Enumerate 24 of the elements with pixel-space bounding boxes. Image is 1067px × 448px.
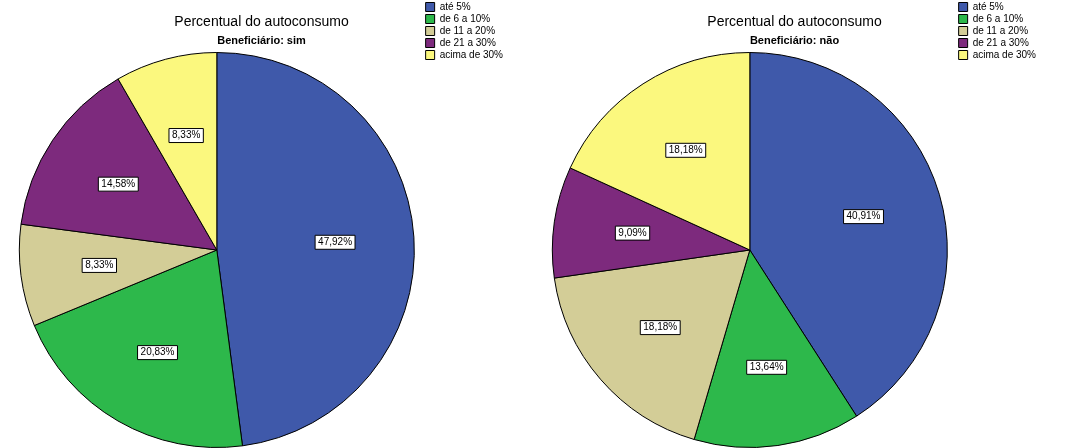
text: Percentual do autoconsumo — [707, 13, 882, 30]
legend-label: acima de 30% — [972, 48, 1037, 60]
data-label: 9,09% — [618, 226, 647, 238]
text: Beneficiário: não — [749, 34, 840, 47]
legend-label: de 11 a 20% — [439, 24, 496, 36]
data-label: 47,92% — [318, 236, 353, 248]
data-label: 20,83% — [140, 346, 175, 358]
legend-label: de 11 a 20% — [972, 24, 1029, 36]
data-label: 8,33% — [171, 129, 201, 141]
legend-label: de 6 a 10% — [972, 12, 1024, 24]
data-label: 8,33% — [85, 259, 114, 271]
text: Percentual do autoconsumo — [174, 13, 349, 30]
legend-label: de 21 a 30% — [439, 36, 496, 48]
data-label: 14,58% — [101, 177, 136, 189]
text: Beneficiário: sim — [217, 34, 307, 47]
legend-label: de 21 a 30% — [972, 36, 1029, 48]
data-label: 40,91% — [846, 210, 881, 222]
legend-label: de 6 a 10% — [439, 12, 491, 24]
data-label: 13,64% — [749, 361, 784, 373]
legend-label: até 5% — [972, 0, 1004, 12]
legend-label: até 5% — [439, 0, 471, 12]
data-label: 18,18% — [643, 321, 678, 333]
legend-label: acima de 30% — [439, 48, 504, 60]
data-label: 18,18% — [668, 144, 703, 156]
